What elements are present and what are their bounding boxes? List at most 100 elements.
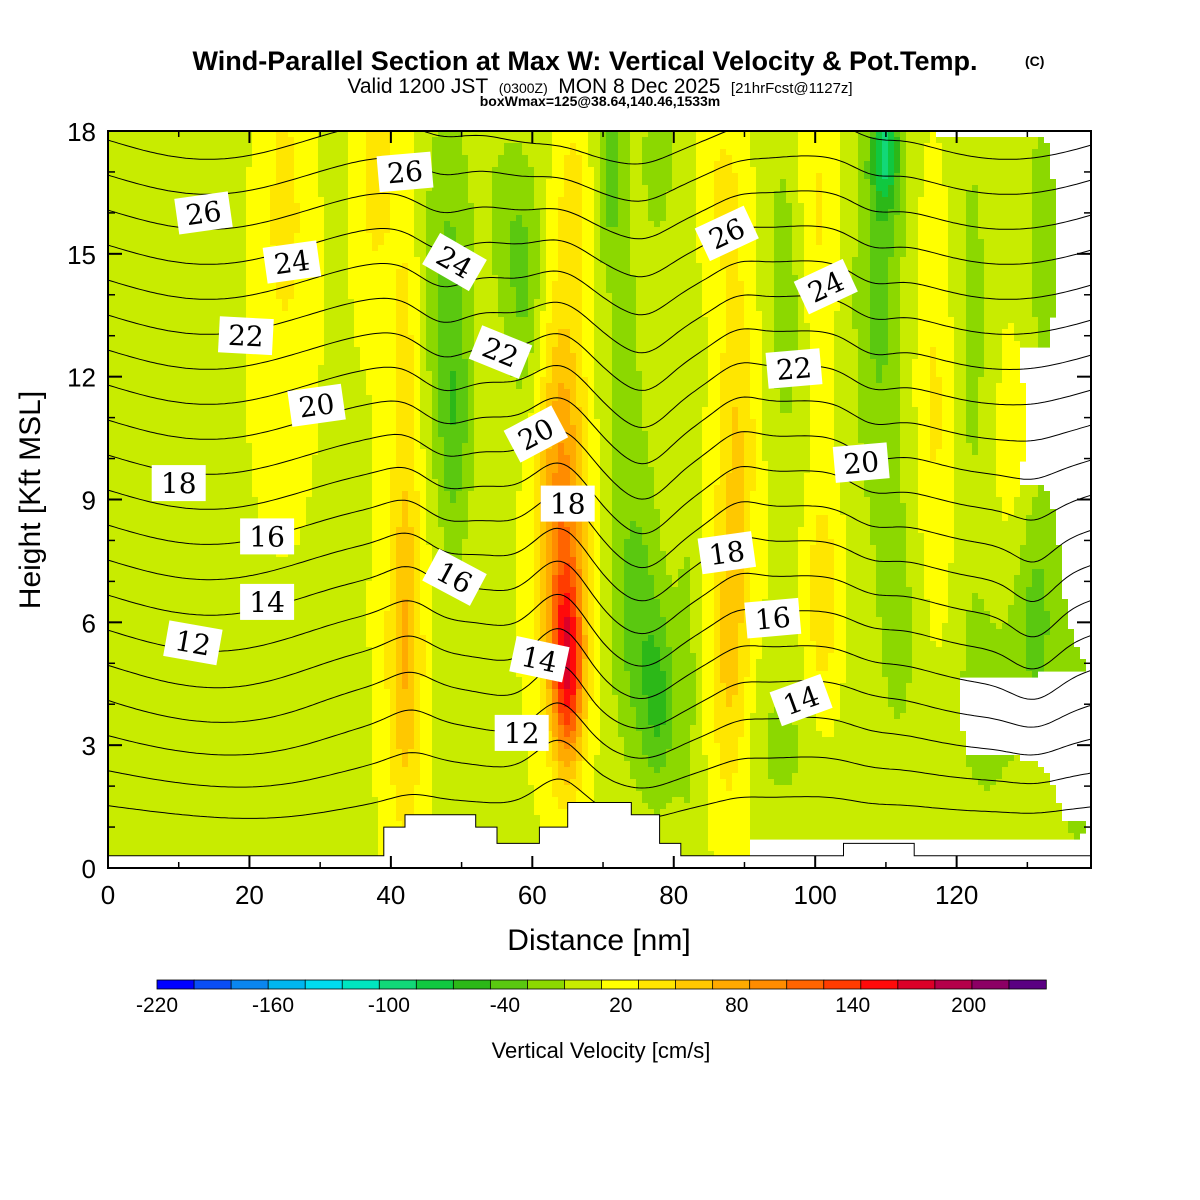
w-cell xyxy=(876,605,912,612)
w-cell xyxy=(720,605,744,612)
w-cell xyxy=(528,263,540,270)
w-cell xyxy=(984,365,1002,372)
w-cell xyxy=(756,203,774,210)
w-cell xyxy=(600,731,618,738)
w-cell xyxy=(438,497,450,504)
w-cell xyxy=(966,641,1026,648)
w-cell xyxy=(846,569,876,576)
w-cell xyxy=(612,509,660,516)
w-cell xyxy=(318,401,372,408)
w-cell xyxy=(918,461,954,468)
w-cell xyxy=(588,683,594,690)
w-cell xyxy=(972,773,1002,780)
w-cell xyxy=(954,503,1002,510)
w-cell xyxy=(558,773,576,780)
w-cell xyxy=(648,437,702,444)
w-cell xyxy=(822,179,840,186)
w-cell xyxy=(720,773,732,780)
w-cell xyxy=(504,335,534,342)
chart-title: Wind-Parallel Section at Max W: Vertical… xyxy=(193,46,978,76)
w-cell xyxy=(726,785,732,792)
w-cell xyxy=(546,761,558,768)
w-cell xyxy=(522,701,540,708)
w-cell xyxy=(540,335,546,342)
w-cell xyxy=(108,725,372,732)
w-cell xyxy=(918,275,948,282)
w-cell xyxy=(534,203,546,210)
w-cell xyxy=(390,599,396,606)
w-cell xyxy=(534,557,540,564)
w-cell xyxy=(810,611,834,618)
w-cell xyxy=(1014,335,1038,342)
w-cell xyxy=(720,629,738,636)
w-cell xyxy=(414,665,426,672)
w-cell xyxy=(906,581,924,588)
w-cell xyxy=(690,599,702,606)
w-cell xyxy=(522,479,534,486)
w-cell xyxy=(984,371,1002,378)
w-cell xyxy=(630,155,642,162)
w-cell xyxy=(594,767,630,774)
w-cell xyxy=(546,581,552,588)
w-cell xyxy=(558,545,570,552)
w-cell xyxy=(744,455,756,462)
w-cell xyxy=(918,323,954,330)
w-cell xyxy=(612,599,624,606)
w-cell xyxy=(906,221,918,228)
w-cell xyxy=(534,299,546,306)
w-cell xyxy=(540,251,546,258)
w-cell xyxy=(846,665,882,672)
w-cell xyxy=(726,569,744,576)
w-cell xyxy=(570,149,576,156)
w-cell xyxy=(468,173,492,180)
w-cell xyxy=(930,365,936,372)
w-cell xyxy=(558,617,564,624)
w-cell xyxy=(246,257,276,264)
w-cell xyxy=(420,311,426,318)
w-cell xyxy=(666,215,696,222)
w-cell xyxy=(546,221,558,228)
w-cell xyxy=(516,521,534,528)
w-cell xyxy=(474,401,534,408)
w-cell xyxy=(108,275,246,282)
w-cell xyxy=(714,575,726,582)
w-cell xyxy=(552,719,558,726)
w-cell xyxy=(882,149,888,156)
w-cell xyxy=(900,143,906,150)
y-tick-label: 3 xyxy=(82,731,96,761)
w-cell xyxy=(624,575,654,582)
w-cell xyxy=(540,815,588,822)
w-cell xyxy=(444,443,462,450)
w-cell xyxy=(798,305,804,312)
w-cell xyxy=(756,683,810,690)
w-cell xyxy=(744,731,750,738)
w-cell xyxy=(696,683,702,690)
w-cell xyxy=(714,647,720,654)
contour-label: 22 xyxy=(217,316,274,356)
w-cell xyxy=(696,719,702,726)
w-cell xyxy=(408,293,420,300)
w-cell xyxy=(702,281,726,288)
w-cell xyxy=(648,719,666,726)
w-cell xyxy=(420,569,432,576)
w-cell xyxy=(432,683,522,690)
w-cell xyxy=(372,515,390,522)
w-cell xyxy=(396,569,414,576)
w-cell xyxy=(522,473,534,480)
w-cell xyxy=(816,179,822,186)
w-cell xyxy=(756,305,774,312)
w-cell xyxy=(978,437,996,444)
contour-label-box xyxy=(503,405,569,463)
w-cell xyxy=(918,479,954,486)
w-cell xyxy=(888,263,900,270)
w-cell xyxy=(408,503,420,510)
w-cell xyxy=(438,395,450,402)
contour-label: 20 xyxy=(832,442,890,483)
w-cell xyxy=(324,287,348,294)
w-cell xyxy=(774,263,792,270)
w-cell xyxy=(300,533,372,540)
w-cell xyxy=(654,581,672,588)
w-cell xyxy=(396,695,414,702)
w-cell xyxy=(858,371,876,378)
w-cell xyxy=(954,389,966,396)
